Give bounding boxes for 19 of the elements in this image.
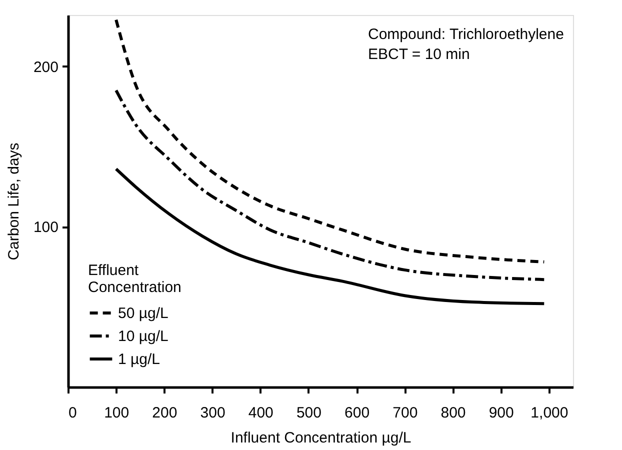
x-tick-label: 800 — [440, 404, 466, 422]
x-tick-label: 600 — [344, 404, 370, 422]
x-tick-label: 100 — [104, 404, 130, 422]
x-tick-label: 700 — [392, 404, 418, 422]
legend-label: 50 µg/L — [118, 305, 168, 322]
x-tick-label: 400 — [248, 404, 274, 422]
x-axis-title: Influent Concentration µg/L — [230, 430, 412, 446]
x-tick-label: 1,000 — [530, 404, 568, 422]
y-axis-title: Carbon Life, days — [5, 142, 22, 260]
legend-label: 1 µg/L — [118, 351, 160, 368]
x-tick-label: 900 — [488, 404, 514, 422]
annotation: Compound: Trichloroethylene — [368, 26, 564, 43]
legend-title: Effluent Concentration — [88, 262, 182, 296]
annotation: EBCT = 10 min — [368, 46, 470, 63]
x-tick-label: 200 — [152, 404, 178, 422]
x-tick-label: 0 — [68, 404, 77, 422]
x-tick-label: 500 — [296, 404, 322, 422]
x-tick-label: 300 — [200, 404, 226, 422]
legend-label: 10 µg/L — [118, 328, 168, 345]
